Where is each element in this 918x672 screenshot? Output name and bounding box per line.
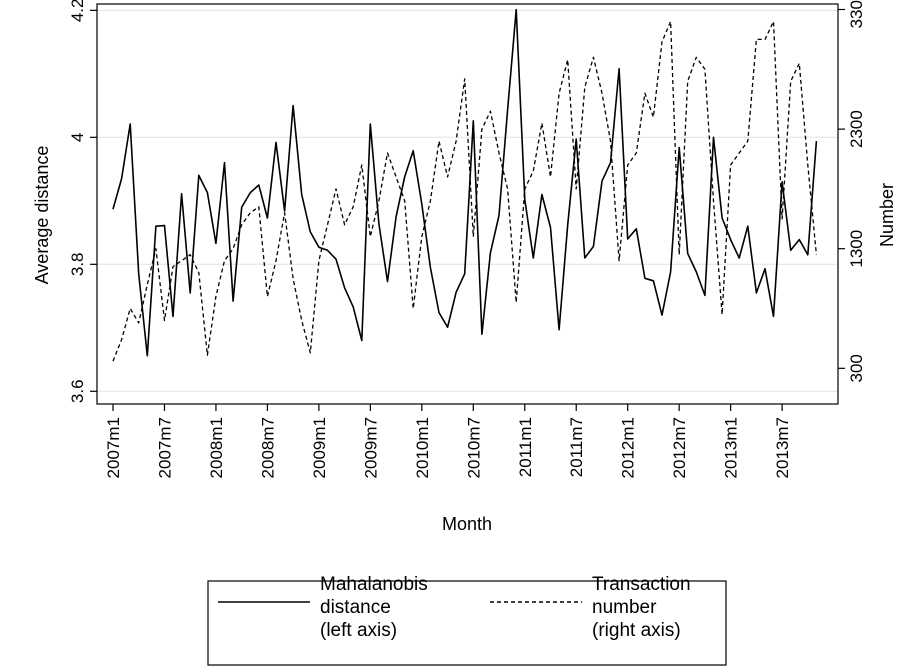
grid-lines xyxy=(97,9,838,392)
y-axis-left-title: Average distance xyxy=(32,146,52,285)
svg-text:Mahalanobis distance: Mahalanobis distance (left axis) xyxy=(320,574,433,641)
legend-label-transaction-line-1: Transaction xyxy=(592,574,691,595)
x-axis-tick-label: 2007m7 xyxy=(155,417,174,478)
x-axis-tick-label: 2012m1 xyxy=(619,417,638,478)
legend-label-mahalanobis-line-1: Mahalanobis xyxy=(320,574,428,595)
plot-area-frame xyxy=(96,3,839,405)
right-axis-tick-label: 2300 xyxy=(847,110,866,148)
x-axis-tick-label: 2013m1 xyxy=(722,417,741,478)
right-axis-tick-label: 3300 xyxy=(847,0,866,28)
x-axis-tick-label: 2008m7 xyxy=(258,417,277,478)
right-axis: 300 1300 2300 3300 xyxy=(838,0,866,382)
legend: Mahalanobis distance (left axis) Transac… xyxy=(207,574,727,666)
x-axis-tick-label: 2010m7 xyxy=(464,417,483,478)
right-axis-tick-label: 300 xyxy=(847,354,866,382)
x-axis-tick-label: 2012m7 xyxy=(670,417,689,478)
series-group xyxy=(112,8,818,362)
left-axis-tick-label: 3.8 xyxy=(68,252,87,276)
left-axis: 3.6 3.8 4 4.2 xyxy=(68,0,97,403)
x-axis-tick-label: 2009m1 xyxy=(310,417,329,478)
svg-text:Transaction number: Transaction number (right axis) xyxy=(592,574,696,641)
legend-label-transaction-line-2: number xyxy=(592,597,657,618)
legend-label-transaction-line-3: (right axis) xyxy=(592,620,681,641)
x-axis-tick-label: 2008m1 xyxy=(207,417,226,478)
right-axis-tick-label: 1300 xyxy=(847,230,866,268)
series-line-transaction-number xyxy=(112,20,818,362)
x-axis-tick-label: 2013m7 xyxy=(773,417,792,478)
legend-label-mahalanobis-line-2: distance xyxy=(320,597,391,618)
x-axis-tick-label: 2007m1 xyxy=(104,417,123,478)
x-axis-tick-label: 2010m1 xyxy=(413,417,432,478)
x-axis-title: Month xyxy=(442,514,492,534)
left-axis-tick-label: 3.6 xyxy=(68,379,87,403)
series-line-mahalanobis-distance xyxy=(112,8,818,357)
x-axis-tick-label: 2011m1 xyxy=(516,417,535,477)
left-axis-tick-label: 4.2 xyxy=(68,0,87,22)
left-axis-tick-label: 4 xyxy=(68,133,87,142)
legend-label-mahalanobis-line-3: (left axis) xyxy=(320,620,397,641)
legend-box xyxy=(207,580,727,666)
x-axis-tick-label: 2009m7 xyxy=(361,417,380,478)
y-axis-right-title: Number xyxy=(877,183,897,247)
x-axis: 2007m1 2007m7 2008m1 2008m7 2009m1 2009m7 2010… xyxy=(104,404,792,478)
x-axis-tick-label: 2011m7 xyxy=(567,417,586,477)
